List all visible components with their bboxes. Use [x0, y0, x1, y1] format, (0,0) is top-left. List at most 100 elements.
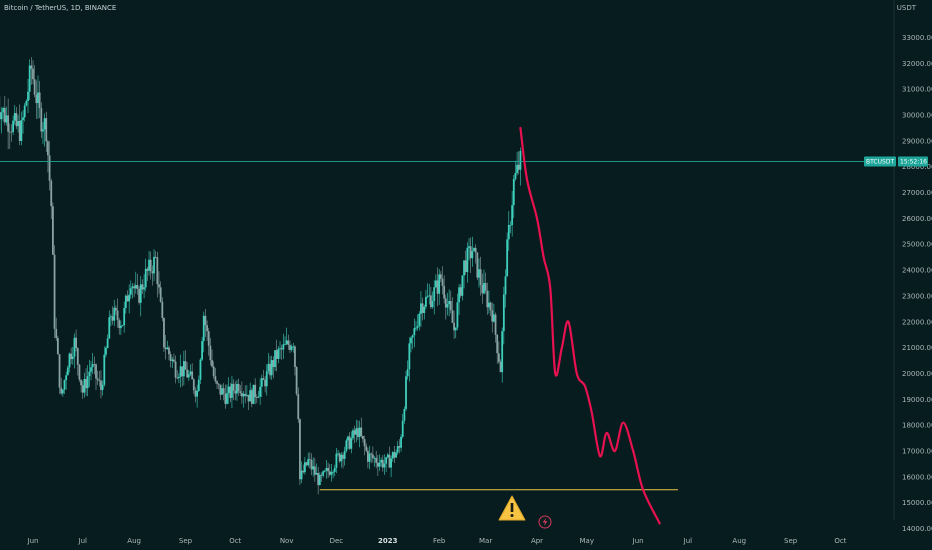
candle-body: [156, 257, 159, 285]
candle-body: [207, 331, 210, 346]
candle-body: [133, 286, 136, 289]
candle-body: [237, 383, 240, 392]
candle-body: [252, 384, 255, 404]
candle-body: [371, 454, 374, 459]
candle-body: [514, 172, 517, 179]
candle-body: [408, 343, 411, 370]
candle-body: [352, 430, 354, 439]
y-tick-label: 18000.00: [902, 422, 932, 430]
projection-path[interactable]: [519, 126, 661, 525]
candle-body: [194, 390, 197, 397]
y-tick-label: 30000.00: [902, 112, 932, 120]
candle-body: [318, 474, 321, 486]
y-tick-label: 14000.00: [902, 525, 932, 533]
candle-body: [350, 438, 353, 449]
candle-body: [426, 296, 429, 298]
candle-body: [436, 280, 439, 294]
candle-body: [119, 325, 122, 329]
candle-body: [98, 380, 101, 381]
candle-body: [337, 453, 339, 455]
candle-body: [305, 462, 308, 466]
candle-body: [466, 247, 469, 273]
x-axis[interactable]: Jun Jul Aug Sep Oct Nov Dec 2023 Feb Mar Apr May Jun…: [27, 537, 847, 545]
candle-body: [23, 105, 26, 118]
candle-body: [431, 301, 434, 308]
x-tick-label: Nov: [280, 537, 294, 545]
candle-body: [169, 354, 172, 361]
candle-body: [421, 303, 424, 313]
projection-curve[interactable]: [519, 126, 661, 525]
y-axis[interactable]: 14000.00 15000.00 16000.00 17000.00 18000.00…: [902, 34, 932, 533]
candle-body: [65, 375, 68, 381]
candle-body: [486, 290, 489, 308]
candle-body: [292, 346, 295, 348]
candle-body: [37, 92, 39, 103]
candle-body: [506, 239, 509, 277]
candle-body: [12, 120, 15, 132]
candle-body: [517, 164, 520, 170]
candle-body: [315, 473, 318, 475]
candle-body: [332, 471, 334, 473]
x-tick-label: Aug: [127, 537, 141, 545]
candle-body: [360, 427, 363, 437]
candle-body: [265, 371, 268, 387]
candle-body: [425, 297, 427, 307]
candle-body: [376, 462, 379, 467]
candle-body: [299, 419, 301, 480]
candle-body: [439, 274, 442, 279]
candle-body: [154, 256, 157, 258]
candle-body: [197, 379, 200, 391]
candle-body: [144, 268, 147, 288]
symbol-title[interactable]: Bitcoin / TetherUS, 1D, BINANCE: [4, 4, 117, 12]
candle-body: [348, 436, 351, 449]
candle-body: [2, 108, 5, 113]
candle-body: [259, 386, 262, 397]
y-tick-label: 27000.00: [902, 189, 932, 197]
candle-body: [186, 369, 189, 378]
candle-body: [380, 459, 383, 463]
candle-body: [216, 381, 218, 384]
candle-body: [212, 366, 215, 377]
candle-body: [166, 347, 169, 350]
candle-body: [108, 317, 111, 339]
y-tick-label: 26000.00: [902, 215, 932, 223]
flash-circle-icon[interactable]: [538, 515, 552, 529]
candle-body: [50, 180, 53, 207]
candle-body: [325, 467, 328, 471]
candle-body: [234, 390, 237, 394]
candle-body: [100, 380, 102, 390]
candle-body: [168, 347, 170, 355]
candle-body: [17, 120, 19, 127]
candle-body: [420, 303, 422, 314]
candle-body: [433, 287, 436, 302]
candle-body: [61, 389, 64, 394]
candle-body: [229, 386, 232, 398]
candle-body: [434, 280, 437, 288]
candle-body: [355, 428, 358, 435]
candle-body: [383, 463, 386, 468]
candle-body: [47, 141, 49, 156]
candle-body: [70, 353, 73, 360]
candle-body: [146, 268, 149, 271]
candle-body: [501, 331, 504, 373]
candle-body: [111, 316, 114, 321]
candle-body: [357, 428, 359, 437]
candle-body: [280, 348, 283, 350]
candle-body: [290, 346, 293, 350]
x-tick-label: 2023: [378, 537, 398, 545]
candle-body: [171, 359, 174, 361]
candle-body: [90, 367, 92, 372]
y-tick-label: 21000.00: [902, 344, 932, 352]
candle-body: [502, 294, 505, 332]
y-tick-label: 32000.00: [902, 60, 932, 68]
candle-body: [323, 470, 326, 472]
candle-body: [25, 100, 28, 106]
candle-body: [260, 378, 263, 387]
candle-body: [494, 314, 497, 335]
candle-body: [295, 367, 298, 394]
candle-body: [342, 454, 344, 459]
candle-body: [134, 285, 137, 289]
candle-body: [158, 284, 160, 288]
candle-body: [217, 383, 220, 385]
